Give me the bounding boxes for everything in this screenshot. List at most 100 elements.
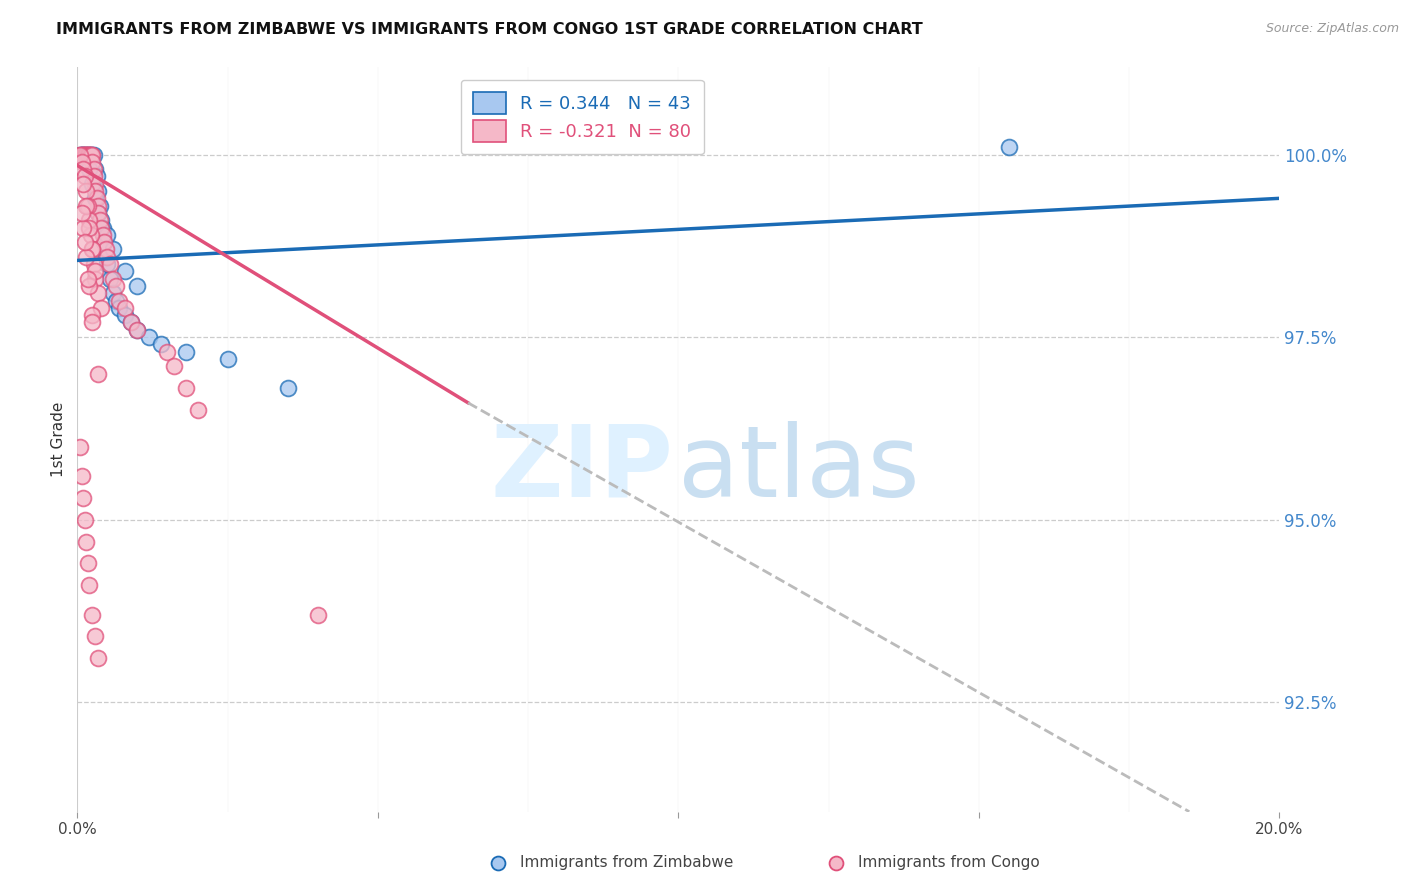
Point: [72, 162, 94, 177]
Text: Immigrants from Zimbabwe: Immigrants from Zimbabwe: [520, 855, 734, 870]
Point: [96, 257, 118, 271]
Point: [69, 147, 91, 161]
Point: [75, 147, 97, 161]
Point: [100, 257, 122, 271]
Point: [84, 162, 107, 177]
Point: [70, 147, 93, 161]
Point: [75, 250, 97, 264]
Point: [82, 607, 104, 622]
Point: [100, 271, 122, 285]
Point: [91, 227, 114, 242]
Point: [174, 381, 197, 395]
Point: [79, 147, 101, 161]
Point: [79, 220, 101, 235]
Legend: R = 0.344   N = 43, R = -0.321  N = 80: R = 0.344 N = 43, R = -0.321 N = 80: [461, 79, 704, 154]
Point: [75, 184, 97, 198]
Point: [96, 250, 118, 264]
Point: [91, 220, 114, 235]
Point: [69, 440, 91, 454]
Point: [150, 337, 173, 351]
Point: [187, 403, 209, 417]
Point: [89, 199, 111, 213]
Point: [90, 301, 112, 315]
Point: [162, 359, 184, 374]
Point: [70, 154, 93, 169]
Point: [105, 293, 128, 308]
Point: [103, 243, 125, 257]
Point: [93, 235, 115, 249]
Point: [998, 140, 1021, 154]
Point: [103, 271, 125, 285]
Point: [82, 243, 104, 257]
Point: [824, 856, 846, 871]
Point: [87, 651, 110, 665]
Point: [83, 169, 105, 184]
Point: [108, 293, 131, 308]
Point: [84, 184, 107, 198]
Point: [72, 220, 94, 235]
Point: [77, 147, 100, 161]
Point: [84, 630, 107, 644]
Point: [73, 169, 96, 184]
Point: [72, 177, 94, 191]
Point: [93, 235, 115, 249]
Point: [138, 330, 160, 344]
Point: [82, 147, 104, 161]
Point: [79, 147, 101, 161]
Point: [75, 147, 97, 161]
Point: [82, 243, 104, 257]
Point: [79, 147, 101, 161]
Point: [87, 286, 110, 301]
Point: [90, 213, 112, 227]
Point: [72, 491, 94, 505]
Point: [77, 147, 100, 161]
Point: [114, 301, 136, 315]
Point: [75, 199, 97, 213]
Point: [108, 301, 131, 315]
Point: [70, 468, 93, 483]
Point: [79, 279, 101, 293]
Point: [79, 147, 101, 161]
Point: [72, 147, 94, 161]
Point: [277, 381, 299, 395]
Text: ZIP: ZIP: [491, 421, 673, 517]
Point: [70, 206, 93, 220]
Point: [73, 235, 96, 249]
Point: [72, 147, 94, 161]
Point: [82, 147, 104, 161]
Point: [86, 169, 108, 184]
Point: [87, 199, 110, 213]
Point: [79, 227, 101, 242]
Point: [84, 271, 107, 285]
Text: IMMIGRANTS FROM ZIMBABWE VS IMMIGRANTS FROM CONGO 1ST GRADE CORRELATION CHART: IMMIGRANTS FROM ZIMBABWE VS IMMIGRANTS F…: [56, 22, 922, 37]
Point: [89, 213, 111, 227]
Point: [84, 264, 107, 278]
Point: [156, 344, 179, 359]
Y-axis label: 1st Grade: 1st Grade: [51, 401, 66, 477]
Point: [96, 250, 118, 264]
Point: [82, 177, 104, 191]
Point: [82, 316, 104, 330]
Point: [90, 220, 112, 235]
Point: [486, 856, 509, 871]
Point: [174, 344, 197, 359]
Point: [79, 147, 101, 161]
Text: Immigrants from Congo: Immigrants from Congo: [858, 855, 1039, 870]
Text: Source: ZipAtlas.com: Source: ZipAtlas.com: [1265, 22, 1399, 36]
Point: [77, 557, 100, 571]
Point: [90, 220, 112, 235]
Point: [73, 147, 96, 161]
Point: [127, 323, 149, 337]
Point: [77, 147, 100, 161]
Point: [75, 154, 97, 169]
Point: [105, 279, 128, 293]
Point: [72, 147, 94, 161]
Point: [114, 308, 136, 322]
Point: [70, 147, 93, 161]
Point: [83, 147, 105, 161]
Point: [127, 323, 149, 337]
Point: [96, 227, 118, 242]
Point: [87, 184, 110, 198]
Point: [83, 162, 105, 177]
Point: [96, 243, 118, 257]
